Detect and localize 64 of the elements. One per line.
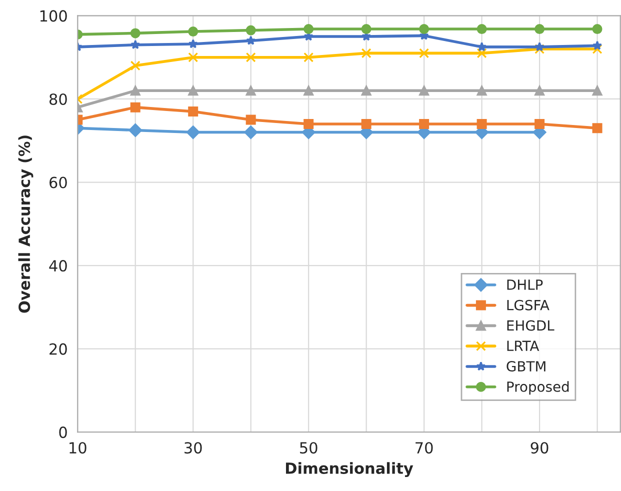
point xyxy=(304,52,314,62)
point xyxy=(361,86,372,96)
point xyxy=(244,126,258,140)
point xyxy=(419,48,430,58)
point xyxy=(592,44,602,54)
point xyxy=(246,52,256,62)
point xyxy=(592,24,602,34)
point xyxy=(246,25,256,36)
x-tick-label: 30 xyxy=(184,442,202,454)
point xyxy=(304,118,314,129)
legend-label: LRTA xyxy=(507,340,540,351)
y-tick-label: 80 xyxy=(50,93,67,106)
x-tick-label: 70 xyxy=(416,442,433,454)
point xyxy=(188,39,198,48)
legend-label: GBTM xyxy=(506,361,546,372)
point xyxy=(130,102,140,112)
legend-label: DHLP xyxy=(507,280,543,290)
point xyxy=(130,40,140,50)
point xyxy=(476,24,487,34)
point xyxy=(188,86,198,96)
point xyxy=(128,123,142,137)
point xyxy=(419,86,430,96)
point xyxy=(476,86,487,96)
point xyxy=(419,24,430,34)
x-tick-label: 90 xyxy=(530,442,548,454)
y-tick-label: 60 xyxy=(50,176,67,188)
y-tick-label: 20 xyxy=(50,343,67,355)
point xyxy=(477,42,487,52)
x-tick-label: 50 xyxy=(300,442,318,454)
y-tick-label: 100 xyxy=(40,10,67,22)
point xyxy=(188,106,198,116)
x-tick-label: 10 xyxy=(70,442,86,454)
point xyxy=(534,24,545,34)
point xyxy=(592,40,602,50)
legend-label: Proposed xyxy=(507,381,569,395)
legend-label: LGSFA xyxy=(507,300,550,310)
legend-label: EHGDL xyxy=(507,320,554,331)
point xyxy=(476,118,487,129)
point xyxy=(534,118,545,129)
point xyxy=(361,118,372,129)
y-tick-label: 40 xyxy=(49,260,67,272)
y-axis-title: Overall Accuracy (%) xyxy=(18,136,34,313)
point xyxy=(188,52,198,62)
x-axis-title: Dimensionality xyxy=(286,462,414,478)
point xyxy=(186,126,200,140)
point xyxy=(476,48,487,58)
point xyxy=(246,86,256,96)
point xyxy=(361,24,372,34)
point xyxy=(130,60,140,71)
point xyxy=(534,42,544,52)
point xyxy=(534,44,545,54)
point xyxy=(592,86,602,96)
y-tick-label: 0 xyxy=(59,426,67,438)
point xyxy=(419,118,430,129)
point xyxy=(592,123,602,134)
point xyxy=(188,26,198,37)
point xyxy=(534,86,545,96)
point xyxy=(130,86,140,96)
point xyxy=(246,114,256,125)
point xyxy=(130,28,140,38)
point xyxy=(304,24,314,34)
point xyxy=(361,48,372,58)
point xyxy=(246,36,256,45)
point xyxy=(304,86,314,96)
